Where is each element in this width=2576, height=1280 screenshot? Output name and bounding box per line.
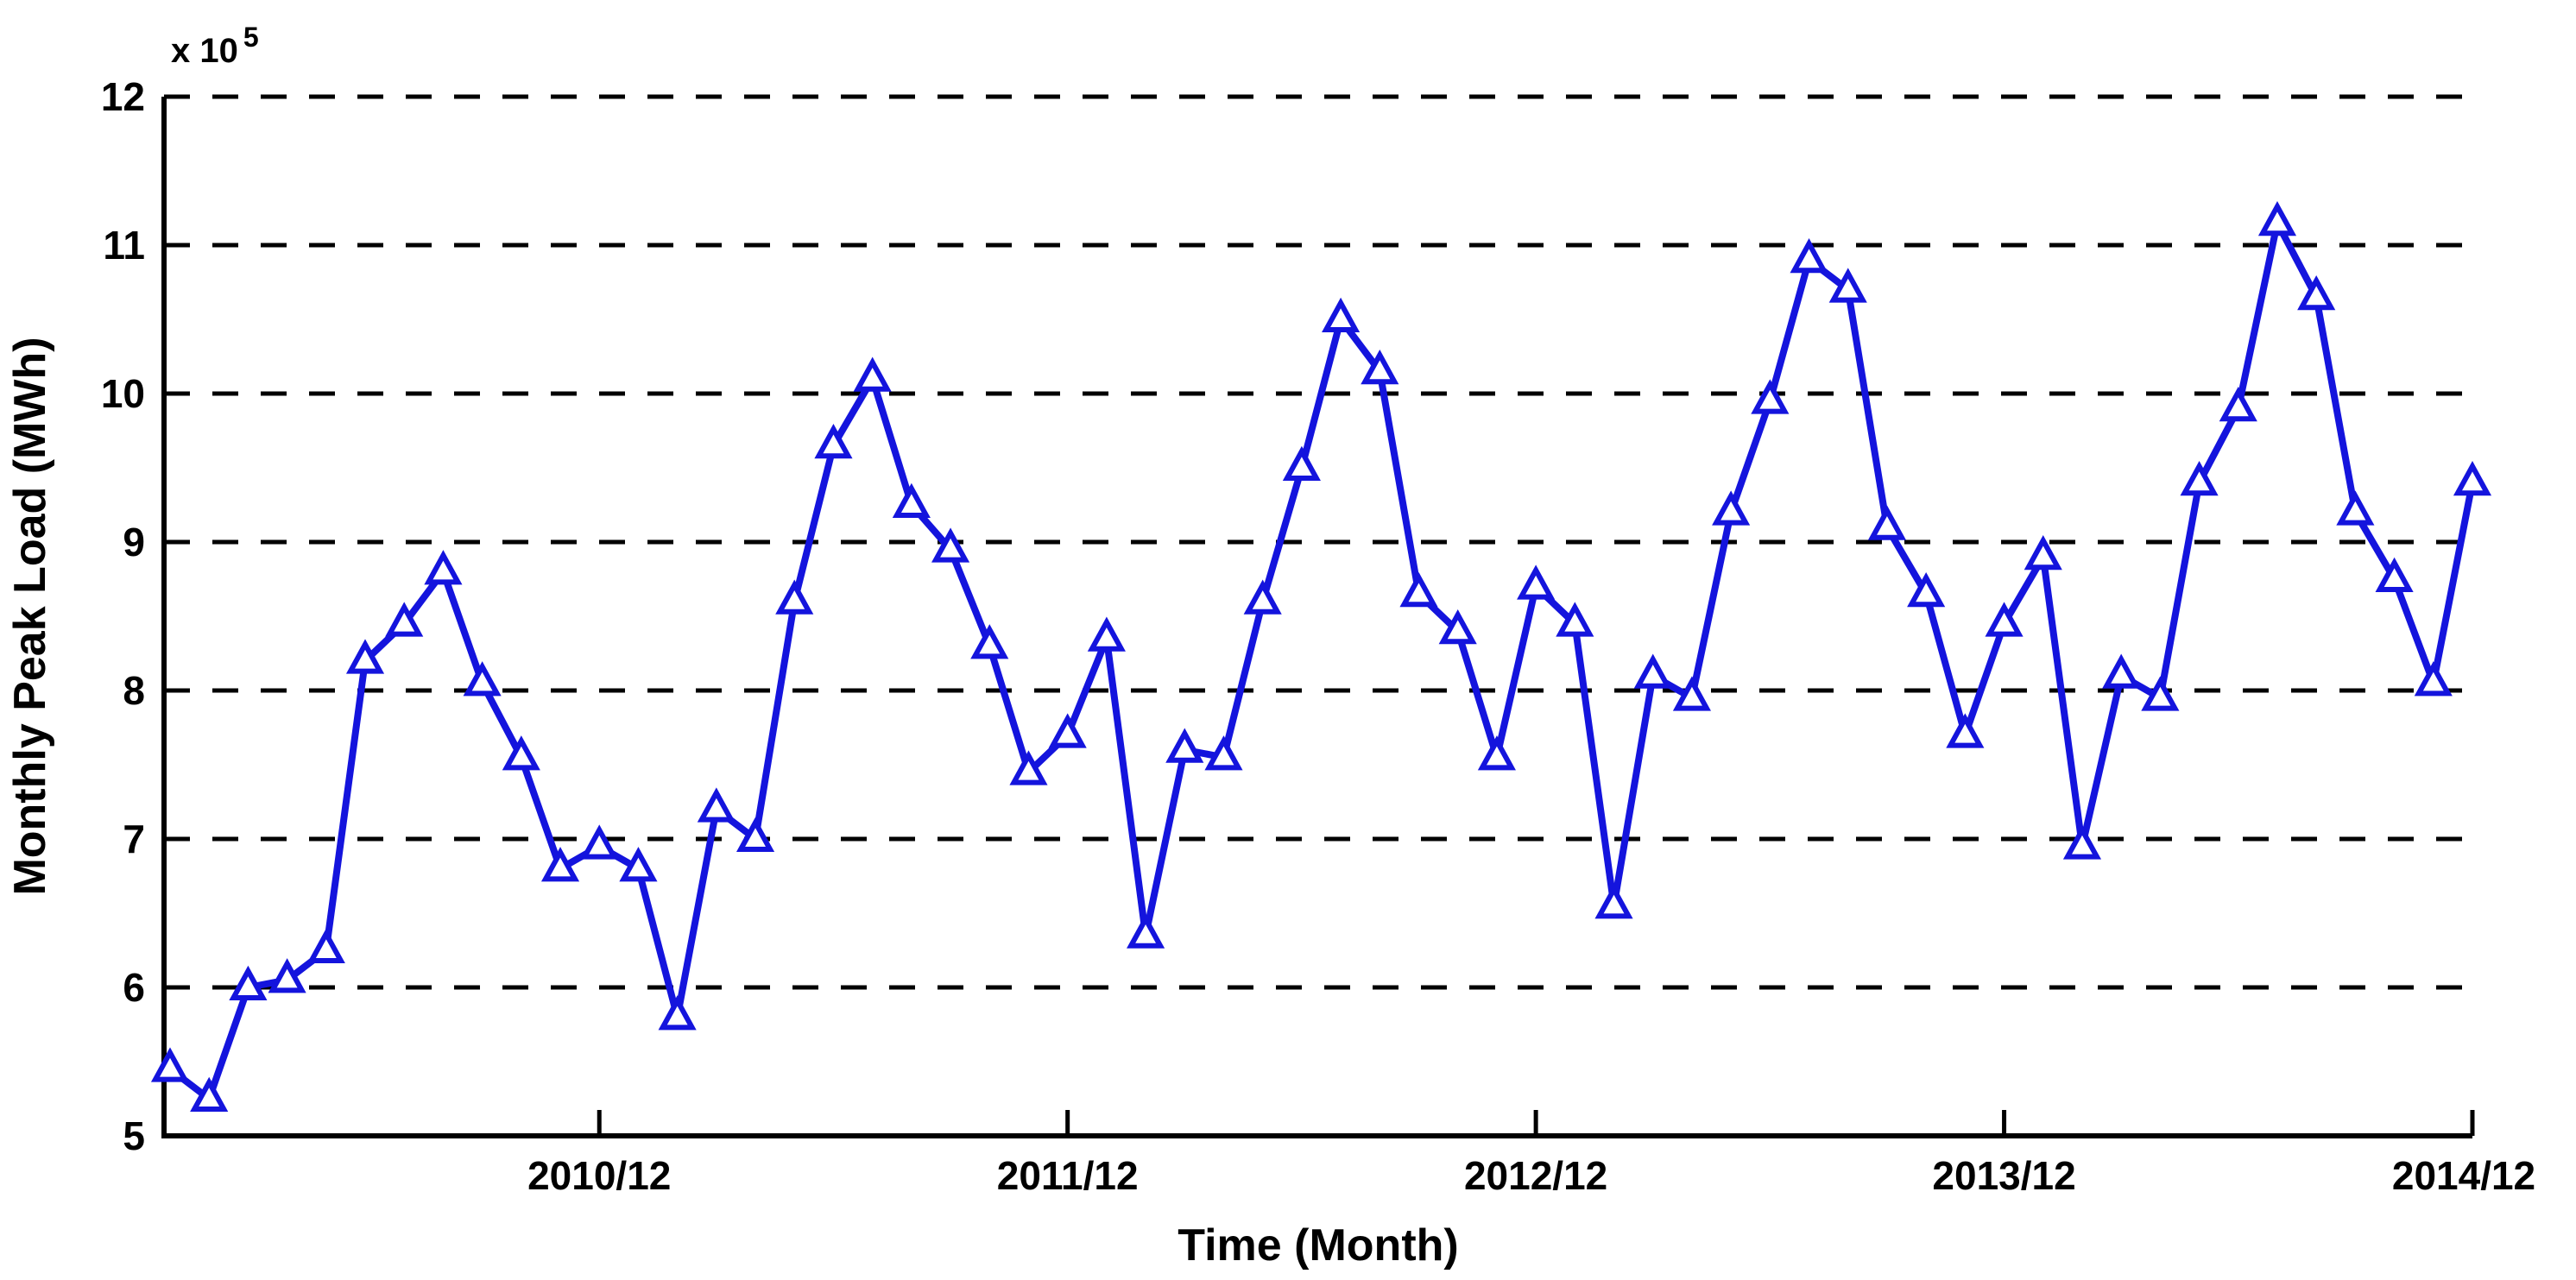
data-point-marker [502,735,540,771]
data-point-marker [2062,824,2102,860]
axis-labels: x 10 5 Time (Month) Monthly Peak Load (MW… [5,22,1459,1271]
data-point-marker [1828,268,1867,303]
data-point-marker [697,787,736,823]
y-tick-label-6: 6 [123,965,145,1010]
y-tick-label-9: 9 [123,520,145,564]
data-point-marker [345,639,385,674]
y-tick-label-8: 8 [123,668,145,713]
data-point-marker [463,661,502,697]
data-point-marker [2297,274,2336,311]
data-point-marker [1399,571,1438,608]
series-monthly-peak-load [150,200,2492,1112]
y-tick-label-12: 12 [101,74,145,119]
data-point-marker [619,847,658,882]
data-point-marker [190,1076,229,1112]
data-point-marker [736,817,775,852]
data-point-marker [1633,653,1672,689]
y-axis-scale-note: x 10 5 [171,22,259,70]
y-tick-label-7: 7 [123,817,145,861]
series-line [167,219,2476,1102]
data-point-marker [892,482,931,518]
data-point-marker [1438,608,1477,645]
y-tick-label-10: 10 [101,371,145,416]
data-point-marker [2141,676,2180,711]
data-point-marker [2024,534,2062,571]
data-point-marker [1672,676,1711,711]
data-point-marker [1009,750,1048,785]
x-tick-label-2011/12: 2011/12 [997,1153,1139,1198]
x-tick-label-2014/12: 2014/12 [2392,1153,2535,1198]
x-tick-label-2013/12: 2013/12 [1932,1153,2075,1198]
data-point-marker [1517,564,1556,600]
data-point-marker [2180,460,2219,496]
data-point-marker [2375,557,2414,592]
data-point-marker [1127,913,1165,949]
data-point-marker [2219,386,2257,422]
data-point-marker [150,1047,190,1082]
y-tick-label-11: 11 [103,223,145,268]
data-point-marker [580,824,619,860]
data-point-marker [229,965,268,1000]
data-point-marker [1243,579,1282,615]
x-tick-label-2010/12: 2010/12 [527,1153,671,1198]
data-point-marker [1946,713,1985,748]
data-point-marker [1790,237,1828,274]
data-point-marker [853,356,892,392]
data-point-marker [2257,200,2297,236]
data-point-marker [1751,379,1790,414]
data-point-marker [540,847,580,882]
y-axis-title: Monthly Peak Load (MWh) [5,337,55,895]
data-point-marker [1477,735,1516,771]
data-point-marker [775,579,814,615]
data-point-marker [2414,661,2453,697]
data-point-marker [1907,571,1946,608]
data-point-marker [1867,505,1907,540]
data-point-marker [2102,653,2141,689]
data-point-marker [268,958,306,993]
data-point-marker [1165,728,1204,763]
axes: 5 6 7 8 9 10 11 12 2010/12 2011/12 2012/12 2013/12 2… [101,74,2535,1198]
data-point-marker [1985,602,2024,637]
gridlines [164,94,2472,990]
data-point-marker [1282,445,1321,481]
data-point-marker [1361,349,1399,385]
data-point-marker [2336,490,2375,526]
data-point-marker [385,602,424,637]
data-point-marker [1712,490,1751,526]
data-point-marker [970,624,1009,659]
data-point-marker [1556,602,1594,637]
data-point-marker [2453,460,2492,496]
data-point-marker [814,423,853,459]
data-point-marker [1322,297,1361,332]
data-point-marker [931,527,970,563]
x-axis-title: Time (Month) [1178,1220,1458,1271]
data-point-marker [1087,616,1126,652]
data-point-marker [424,550,463,585]
data-point-marker [658,995,697,1031]
data-point-marker [306,928,345,963]
x-tick-label-2012/12: 2012/12 [1464,1153,1607,1198]
data-point-marker [1594,884,1633,919]
data-point-marker [1048,713,1087,748]
data-point-marker [1204,735,1243,771]
y-tick-label-5: 5 [123,1113,145,1158]
